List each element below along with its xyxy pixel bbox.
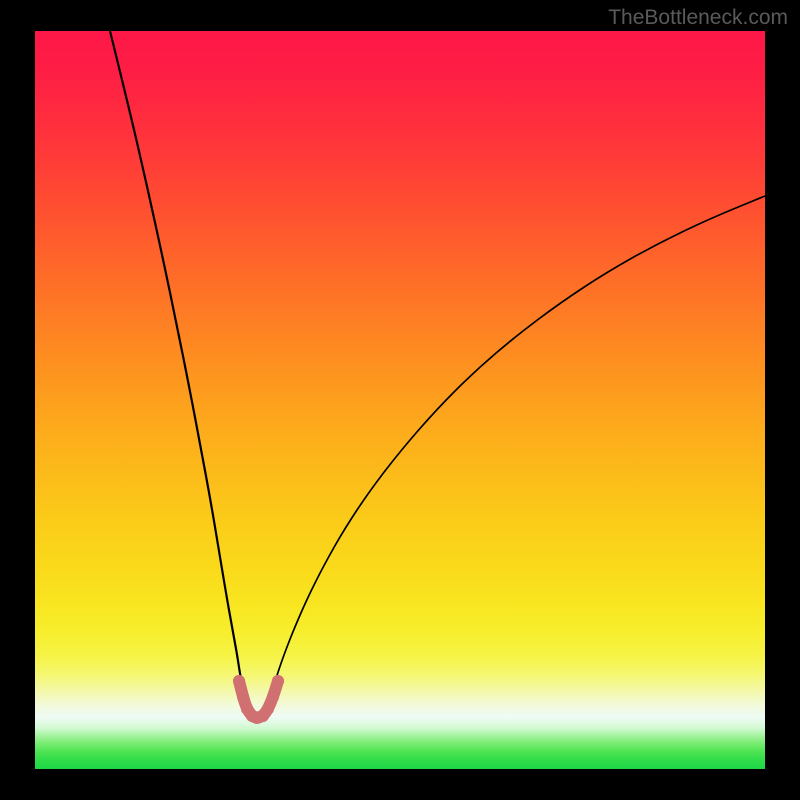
plot-area — [35, 31, 765, 769]
watermark-text: TheBottleneck.com — [608, 6, 788, 30]
gradient-background — [35, 31, 765, 769]
